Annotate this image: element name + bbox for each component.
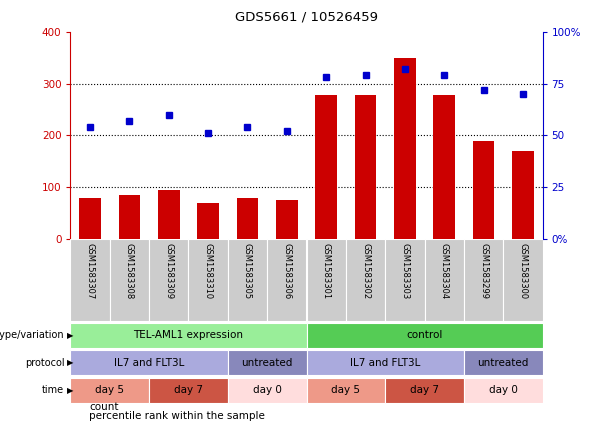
Bar — [70, 239, 110, 321]
Bar — [385, 378, 464, 403]
Bar — [503, 239, 543, 321]
Text: day 5: day 5 — [96, 385, 124, 395]
Text: GSM1583309: GSM1583309 — [164, 243, 173, 299]
Bar — [228, 378, 306, 403]
Bar — [70, 378, 149, 403]
Bar — [464, 378, 543, 403]
Text: protocol: protocol — [25, 358, 64, 368]
Bar — [306, 239, 346, 321]
Text: GSM1583306: GSM1583306 — [283, 243, 291, 299]
Text: GDS5661 / 10526459: GDS5661 / 10526459 — [235, 11, 378, 24]
Text: untreated: untreated — [478, 358, 529, 368]
Bar — [70, 323, 306, 348]
Text: ▶: ▶ — [67, 358, 74, 367]
Text: time: time — [42, 385, 64, 395]
Bar — [158, 190, 180, 239]
Text: percentile rank within the sample: percentile rank within the sample — [89, 411, 265, 421]
Text: ▶: ▶ — [67, 331, 74, 340]
Text: GSM1583307: GSM1583307 — [86, 243, 94, 299]
Text: day 7: day 7 — [410, 385, 439, 395]
Bar — [149, 239, 189, 321]
Text: ▶: ▶ — [67, 386, 74, 395]
Bar — [306, 378, 385, 403]
Text: GSM1583300: GSM1583300 — [519, 243, 527, 299]
Bar — [70, 350, 228, 375]
Bar — [355, 95, 376, 239]
Text: GSM1583301: GSM1583301 — [322, 243, 330, 299]
Bar — [79, 198, 101, 239]
Bar — [149, 378, 228, 403]
Text: GSM1583302: GSM1583302 — [361, 243, 370, 299]
Text: day 7: day 7 — [174, 385, 203, 395]
Bar — [267, 239, 306, 321]
Bar — [315, 95, 337, 239]
Bar — [306, 350, 464, 375]
Bar — [512, 151, 534, 239]
Bar — [306, 323, 543, 348]
Text: control: control — [406, 330, 443, 340]
Text: count: count — [89, 402, 118, 412]
Text: GSM1583305: GSM1583305 — [243, 243, 252, 299]
Bar — [346, 239, 385, 321]
Text: day 5: day 5 — [332, 385, 360, 395]
Bar — [197, 203, 219, 239]
Bar — [385, 239, 424, 321]
Bar — [237, 198, 258, 239]
Bar — [119, 195, 140, 239]
Bar — [424, 239, 464, 321]
Text: GSM1583299: GSM1583299 — [479, 243, 488, 299]
Text: GSM1583303: GSM1583303 — [400, 243, 409, 299]
Bar — [394, 58, 416, 239]
Bar — [189, 239, 228, 321]
Text: IL7 and FLT3L: IL7 and FLT3L — [114, 358, 185, 368]
Text: GSM1583304: GSM1583304 — [440, 243, 449, 299]
Text: IL7 and FLT3L: IL7 and FLT3L — [350, 358, 421, 368]
Text: TEL-AML1 expression: TEL-AML1 expression — [134, 330, 243, 340]
Text: untreated: untreated — [242, 358, 293, 368]
Bar — [110, 239, 149, 321]
Text: day 0: day 0 — [489, 385, 517, 395]
Text: genotype/variation: genotype/variation — [0, 330, 64, 340]
Bar — [228, 239, 267, 321]
Text: GSM1583310: GSM1583310 — [204, 243, 213, 299]
Bar — [473, 140, 494, 239]
Text: GSM1583308: GSM1583308 — [125, 243, 134, 299]
Bar — [433, 95, 455, 239]
Text: day 0: day 0 — [253, 385, 281, 395]
Bar — [276, 200, 298, 239]
Bar — [464, 239, 503, 321]
Bar — [228, 350, 306, 375]
Bar — [464, 350, 543, 375]
